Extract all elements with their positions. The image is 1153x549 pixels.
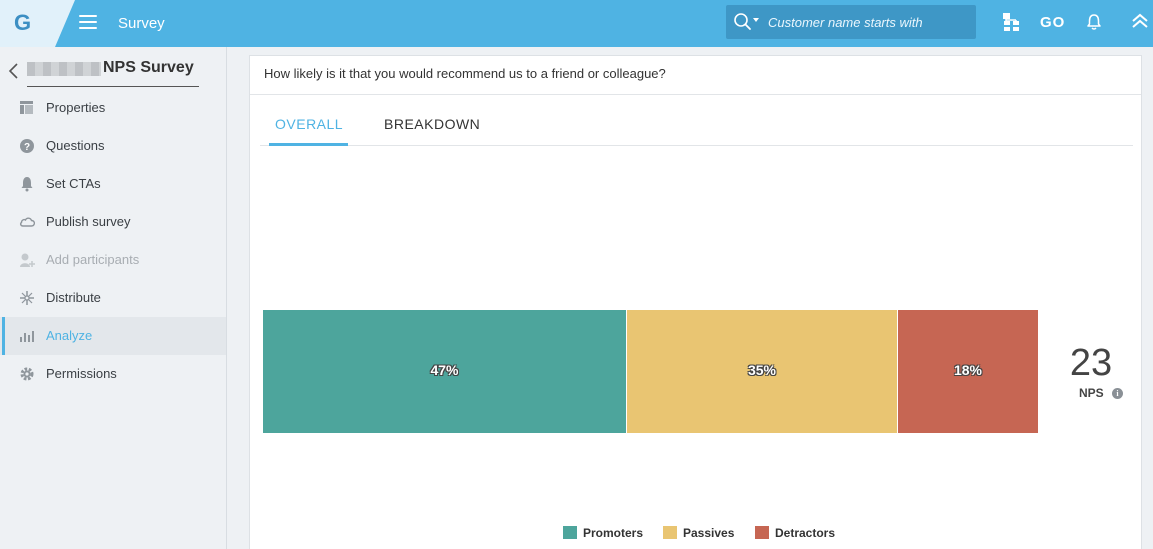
- sidebar-item-label: Distribute: [46, 290, 101, 305]
- question-circle-icon: ?: [20, 139, 34, 153]
- tab-overall[interactable]: OVERALL: [275, 116, 344, 132]
- sidebar-item-properties[interactable]: Properties: [0, 89, 226, 127]
- logo-letter: G: [14, 10, 32, 35]
- go-button[interactable]: GO: [1040, 14, 1066, 31]
- sidebar-item-label: Analyze: [46, 328, 93, 343]
- sidebar-item-analyze[interactable]: Analyze: [0, 317, 226, 355]
- bell-icon[interactable]: [1086, 13, 1102, 31]
- cloud-icon: [19, 217, 35, 227]
- bar-chart-icon: [20, 331, 34, 342]
- layout-icon: [20, 101, 33, 114]
- collapse-up-icon[interactable]: [1130, 12, 1150, 30]
- legend-swatch: [663, 526, 677, 539]
- info-icon[interactable]: i: [1112, 388, 1123, 399]
- survey-title-field[interactable]: NPS Survey: [27, 59, 199, 87]
- sidebar-item-set-ctas[interactable]: Set CTAs: [0, 165, 226, 203]
- sidebar-item-label: Properties: [46, 100, 106, 115]
- add-user-icon: [20, 253, 35, 267]
- tab-breakdown[interactable]: BREAKDOWN: [384, 116, 481, 132]
- redacted-name: [27, 62, 101, 76]
- bar-value-label: 47%: [430, 362, 459, 378]
- search-icon[interactable]: [734, 13, 752, 31]
- logo-background: [0, 0, 75, 47]
- sidebar-item-label: Permissions: [46, 366, 117, 381]
- analysis-tabs: OVERALL BREAKDOWN: [260, 106, 1133, 146]
- survey-title: NPS Survey: [103, 59, 194, 76]
- legend-swatch: [563, 526, 577, 539]
- question-text: How likely is it that you would recommen…: [264, 66, 666, 81]
- app-logo[interactable]: G: [0, 0, 75, 47]
- active-tab-indicator: [269, 143, 348, 146]
- bar-segment-passives[interactable]: 35%: [627, 310, 897, 433]
- legend-label: Promoters: [583, 526, 644, 540]
- sidebar-item-label: Add participants: [46, 252, 140, 267]
- chevron-down-icon[interactable]: [753, 18, 759, 22]
- sidebar-item-label: Publish survey: [46, 214, 131, 229]
- sidebar-item-distribute[interactable]: Distribute: [0, 279, 226, 317]
- bar-value-label: 35%: [747, 362, 777, 378]
- legend-swatch: [755, 526, 769, 539]
- bar-value-label: 18%: [953, 362, 983, 378]
- nps-label: NPS: [1079, 386, 1104, 400]
- analysis-panel: How likely is it that you would recommen…: [249, 55, 1142, 549]
- sidebar-item-publish-survey[interactable]: Publish survey: [0, 203, 226, 241]
- gear-icon: [20, 367, 34, 381]
- sidebar-item-label: Set CTAs: [46, 176, 101, 191]
- legend-label: Detractors: [775, 526, 836, 540]
- bell-icon: [21, 177, 33, 192]
- sidebar: NPS Survey Properties ? Questions Set CT…: [0, 47, 227, 549]
- customer-search[interactable]: [726, 5, 976, 39]
- hierarchy-icon[interactable]: [1001, 12, 1023, 32]
- app-title: Survey: [118, 15, 165, 32]
- sidebar-item-questions[interactable]: ? Questions: [0, 127, 226, 165]
- legend-label: Passives: [683, 526, 735, 540]
- nps-stacked-bar: 47% 35% 18%: [263, 310, 1038, 433]
- search-input[interactable]: [768, 13, 968, 31]
- sidebar-item-label: Questions: [46, 138, 105, 153]
- bar-segment-promoters[interactable]: 47%: [263, 310, 626, 433]
- bar-segment-detractors[interactable]: 18%: [898, 310, 1038, 433]
- menu-icon[interactable]: [79, 15, 97, 29]
- svg-text:?: ?: [24, 142, 30, 153]
- chevron-left-icon[interactable]: [8, 63, 20, 79]
- sidebar-item-permissions[interactable]: Permissions: [0, 355, 226, 393]
- sidebar-item-add-participants[interactable]: Add participants: [0, 241, 226, 279]
- nps-score: 23: [1069, 342, 1113, 384]
- top-bar: G Survey GO: [0, 0, 1153, 47]
- sidebar-nav: Properties ? Questions Set CTAs Publish …: [0, 89, 226, 393]
- distribute-icon: [20, 291, 34, 305]
- divider: [250, 94, 1141, 95]
